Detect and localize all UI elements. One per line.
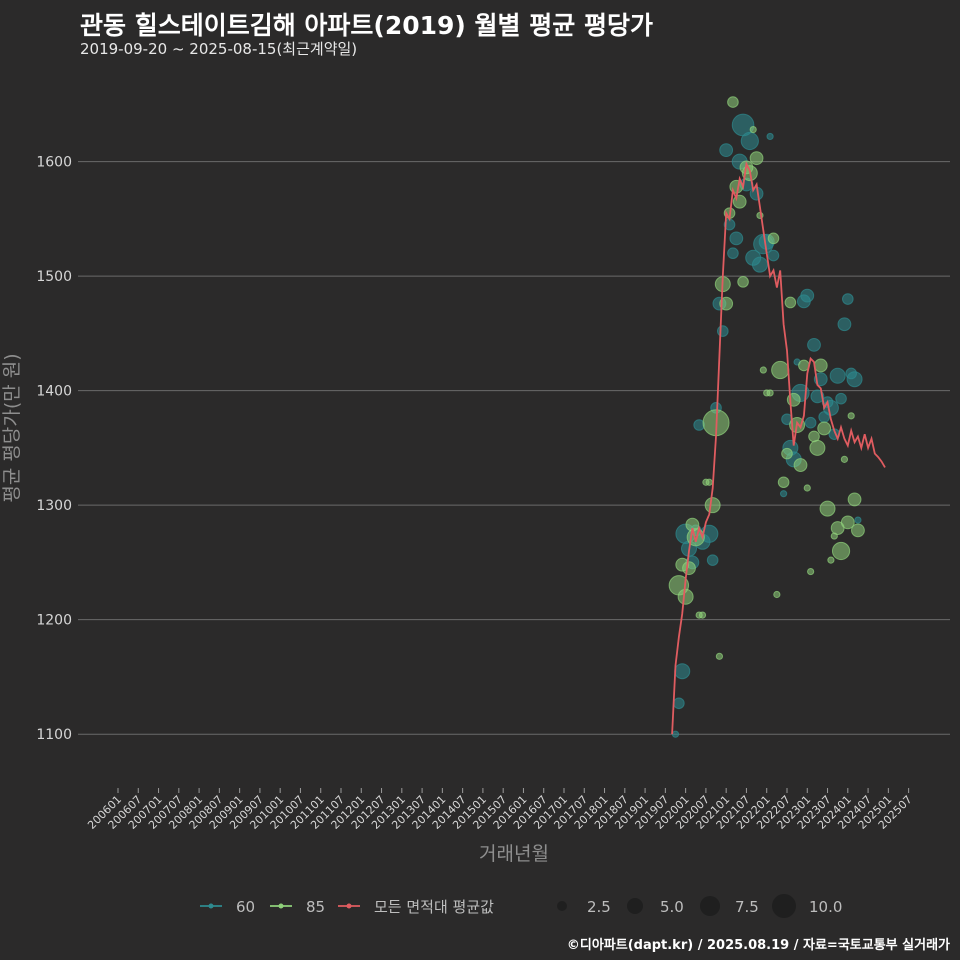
bubble-60 — [854, 516, 862, 524]
y-tick-label: 1500 — [36, 269, 72, 285]
y-tick-labels: 1100 1200 1300 1400 1500 1600 — [36, 155, 72, 744]
legend-size-circle — [557, 901, 567, 911]
bubble-85 — [715, 652, 724, 660]
y-tick-label: 1400 — [36, 384, 72, 400]
bubble-60 — [822, 399, 839, 416]
bubble-60 — [673, 697, 685, 710]
legend: 60 85 모든 면적대 평균값 2.5 5.0 7.5 10.0 — [200, 894, 842, 918]
chart-subtitle: 2019-09-20 ~ 2025-08-15(최근계약일) — [80, 40, 358, 58]
bubble-85 — [847, 412, 855, 420]
bubble-85 — [773, 590, 781, 599]
bubble-85 — [840, 515, 855, 530]
bubble-60 — [767, 249, 780, 262]
chart-title: 관동 힐스테이트김해 아파트(2019) 월별 평균 평당가 — [80, 11, 653, 40]
source-caption: ©디아파트(dapt.kr) / 2025.08.19 / 자료=국토교통부 실… — [566, 938, 950, 953]
bubble-85 — [793, 458, 808, 472]
legend-key-85-label: 85 — [306, 898, 325, 916]
legend-key-85-dot — [278, 903, 284, 909]
bubble-85 — [719, 296, 734, 311]
bubble-85 — [847, 492, 862, 507]
legend-size-circle — [772, 894, 796, 918]
bubble-85 — [698, 611, 707, 619]
bubble-85 — [704, 497, 721, 514]
bubble-60 — [837, 317, 852, 332]
legend-key-60-dot — [208, 903, 214, 909]
bubble-85 — [831, 541, 851, 561]
bubble-85 — [682, 561, 696, 576]
bubble-60 — [804, 416, 817, 429]
bubble-85 — [727, 96, 739, 108]
bubble-60 — [807, 337, 821, 352]
bubble-series — [668, 96, 865, 738]
x-axis-title: 거래년월 — [479, 843, 549, 865]
legend-key-average-dot — [346, 903, 352, 909]
bubble-85 — [705, 478, 713, 486]
bubble-85 — [803, 484, 811, 492]
bubble-85 — [737, 276, 749, 288]
bubble-85 — [851, 523, 865, 538]
legend-size-circle — [700, 896, 720, 916]
bubble-85 — [749, 151, 764, 166]
legend-size-circle — [627, 898, 643, 914]
legend-size-label: 7.5 — [735, 898, 759, 916]
y-tick-label: 1200 — [36, 613, 72, 629]
y-axis-title: 평균 평당가(만 원) — [1, 353, 23, 502]
bubble-60 — [810, 389, 825, 404]
bubble-60 — [727, 247, 739, 260]
legend-size-label: 10.0 — [809, 898, 842, 916]
average-line — [671, 160, 886, 735]
bubble-60 — [740, 131, 759, 151]
bubble-60 — [729, 231, 744, 246]
bubble-85 — [809, 439, 826, 456]
bubble-85 — [766, 389, 774, 397]
bubble-60 — [716, 325, 729, 337]
bubble-85 — [771, 360, 790, 380]
bubble-85 — [840, 455, 849, 463]
y-tick-label: 1100 — [36, 727, 72, 743]
bubble-85 — [677, 588, 694, 605]
bubble-60 — [780, 490, 788, 498]
bubble-60 — [846, 371, 863, 388]
legend-key-average-label: 모든 면적대 평균값 — [374, 898, 494, 916]
bubble-85 — [813, 358, 828, 373]
legend-size-label: 5.0 — [660, 898, 684, 916]
bubble-85 — [819, 500, 836, 517]
bubble-60 — [835, 392, 847, 405]
bubble-60 — [766, 132, 774, 141]
bubble-85 — [827, 556, 835, 564]
bubble-60 — [671, 730, 680, 738]
bubble-85 — [777, 476, 790, 489]
bubble-85 — [767, 232, 780, 245]
x-tick-labels: 2006012006072007012007072008012008072009… — [85, 788, 915, 832]
bubble-60 — [829, 367, 846, 384]
bubble-85 — [749, 125, 757, 134]
legend-size-label: 2.5 — [587, 898, 611, 916]
bubble-85 — [807, 567, 815, 576]
bubble-85 — [759, 366, 767, 374]
bubble-60 — [751, 256, 768, 273]
y-tick-label: 1600 — [36, 155, 72, 171]
legend-key-60-label: 60 — [236, 898, 255, 916]
bubble-60 — [674, 663, 691, 680]
bubble-60 — [719, 143, 734, 158]
bubble-85 — [817, 421, 832, 436]
bubble-85 — [781, 447, 793, 460]
bubble-60 — [800, 288, 815, 303]
bubble-85 — [784, 296, 797, 309]
average-line-series — [671, 160, 886, 735]
y-tick-label: 1300 — [36, 498, 72, 514]
bubble-60 — [842, 293, 854, 305]
bubble-60 — [706, 554, 719, 566]
